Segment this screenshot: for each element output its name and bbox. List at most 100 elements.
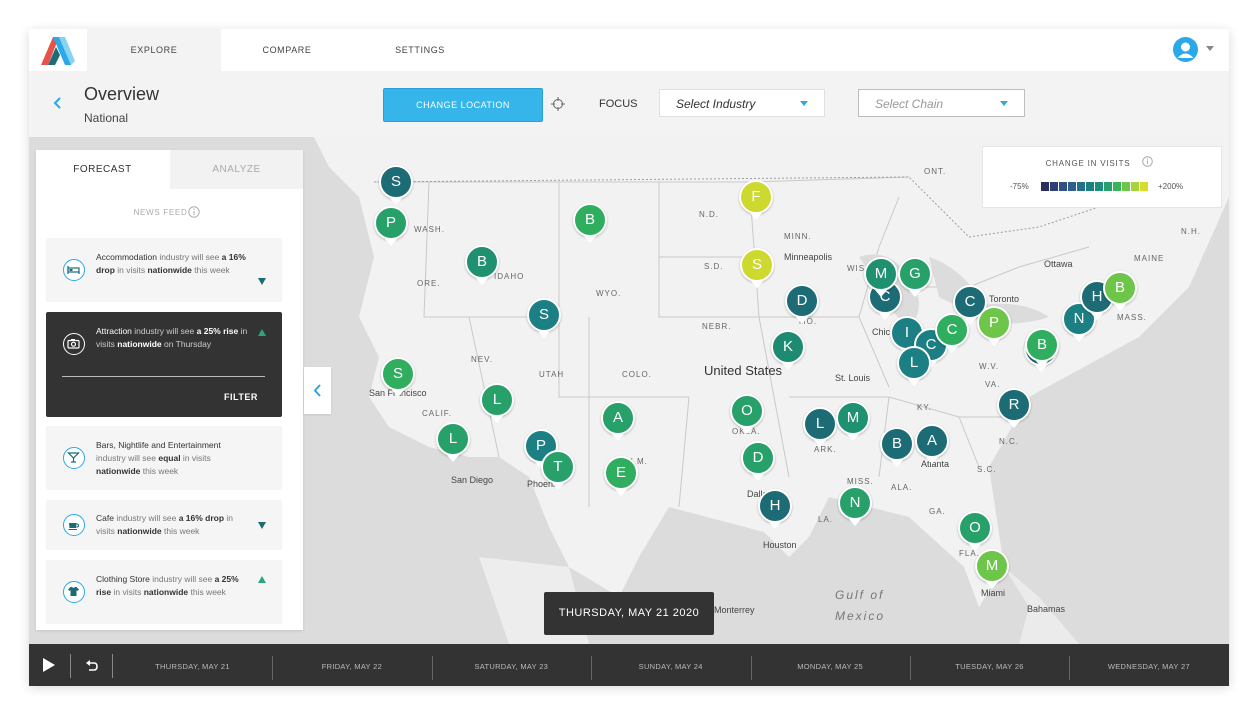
map-label-region: N.D. [699,210,719,219]
current-date-badge: THURSDAY, MAY 21 2020 [544,592,714,635]
play-icon[interactable] [43,658,55,672]
timeline-day-6[interactable]: WEDNESDAY, MAY 27 [1107,662,1190,671]
map-view[interactable]: ONT. WASH. IDAHO ORE. WYO. N.D. S.D. MIN… [29,137,1229,644]
timeline-day-4[interactable]: MONDAY, MAY 25 [797,662,863,671]
map-pin-o[interactable]: O [958,511,992,551]
legend-max: +200% [1158,182,1184,191]
timeline-day-5[interactable]: TUESDAY, MAY 26 [955,662,1024,671]
map-pin-s[interactable]: S [379,165,413,205]
select-chain-value: Select Chain [875,97,944,111]
filter-button[interactable]: FILTER [224,392,258,402]
news-card-accommodation[interactable]: Accommodation industry will see a 16% dr… [46,238,282,302]
chevron-down-icon [1000,101,1008,106]
map-pin-k[interactable]: K [771,330,805,370]
tab-analyze[interactable]: ANALYZE [170,150,303,189]
map-label-region: MASS. [1117,313,1147,322]
divider [750,656,752,680]
map-label-city: Phoenix [527,479,560,489]
map-pin-b[interactable]: B [465,245,499,285]
map-pin-p[interactable]: P [374,206,408,246]
map-label-region: MISS. [847,477,874,486]
map-pin-o[interactable]: O [730,394,764,434]
timeline-day-1[interactable]: FRIDAY, MAY 22 [321,662,383,671]
map-pin-d[interactable]: D [741,441,775,481]
info-icon[interactable] [1142,156,1153,167]
legend-swatch [1140,182,1148,191]
user-menu[interactable] [1173,37,1219,63]
map-pin-s[interactable]: S [527,298,561,338]
map-pin-l[interactable]: L [897,346,931,386]
trend-up-icon [258,329,266,336]
map-pin-b[interactable]: B [1103,271,1137,311]
map-pin-p[interactable]: P [977,306,1011,346]
map-pin-b[interactable]: B [880,427,914,467]
map-label-region: COLO. [622,370,652,379]
news-card-bars-nightlife[interactable]: Bars, Nightlife and Entertainment indust… [46,426,282,490]
map-label-water: Mexico [835,609,886,623]
map-pin-l[interactable]: L [803,407,837,447]
news-card-clothing-store[interactable]: Clothing Store industry will see a 25% r… [46,560,282,624]
info-icon[interactable] [188,206,200,218]
map-label-region: W.V. [979,362,1000,371]
map-pin-s[interactable]: S [381,357,415,397]
map-label-city: Toronto [989,294,1020,304]
collapse-panel-button[interactable] [304,367,331,414]
nav-tab-explore[interactable]: EXPLORE [87,29,221,71]
page-header: Overview National CHANGE LOCATION FOCUS … [29,71,1229,138]
map-pin-b[interactable]: B [1025,328,1059,368]
map-pin-s[interactable]: S [740,248,774,288]
map-pin-b[interactable]: B [573,203,607,243]
replay-icon[interactable] [84,658,100,674]
legend-color-scale [1041,182,1149,191]
map-label-region: NEBR. [702,322,732,331]
cocktail-icon [63,447,85,469]
map-pin-g[interactable]: G [898,257,932,297]
map-label-region: LA. [818,515,834,524]
legend-swatch [1113,182,1121,191]
tab-forecast[interactable]: FORECAST [36,150,169,189]
map-pin-f[interactable]: F [739,180,773,220]
change-location-button[interactable]: CHANGE LOCATION [383,88,543,122]
map-label-region: MINN. [784,232,812,241]
map-label-region: MAINE [1134,254,1165,263]
map-pin-r[interactable]: R [997,388,1031,428]
news-card-cafe[interactable]: Cafe industry will see a 16% drop in vis… [46,500,282,550]
back-chevron-icon[interactable] [51,96,65,110]
crosshair-icon[interactable] [551,97,565,111]
map-label-city: St. Louis [835,373,871,383]
map-pin-a[interactable]: A [915,424,949,464]
chevron-down-icon [800,101,808,106]
legend-swatch [1104,182,1112,191]
legend-swatch [1041,182,1049,191]
map-pin-m[interactable]: M [836,401,870,441]
legend-swatch [1050,182,1058,191]
nav-tab-compare[interactable]: COMPARE [262,45,312,55]
map-label-region: ARK. [814,445,837,454]
map-label-region: ONT. [924,167,947,176]
map-pin-n[interactable]: N [838,486,872,526]
map-pin-t[interactable]: T [541,450,575,490]
legend-swatch [1077,182,1085,191]
map-label-region: VA. [985,380,1001,389]
timeline-day-2[interactable]: SATURDAY, MAY 23 [474,662,549,671]
map-pin-l[interactable]: L [436,422,470,462]
news-feed-label: NEWS FEED [36,208,303,217]
map-pin-m[interactable]: M [975,549,1009,589]
map-pin-l[interactable]: L [480,383,514,423]
select-chain-dropdown[interactable]: Select Chain [858,89,1025,117]
map-label-water: Gulf of [835,588,885,602]
map-pin-h[interactable]: H [758,489,792,529]
map-pin-m[interactable]: M [864,257,898,297]
map-pin-c[interactable]: C [953,285,987,325]
shirt-icon [63,581,85,603]
map-pin-a[interactable]: A [601,401,635,441]
map-label-region: WIS. [847,264,869,273]
map-pin-e[interactable]: E [604,456,638,496]
map-label-city: Minneapolis [784,252,833,262]
nav-tab-settings[interactable]: SETTINGS [395,45,445,55]
select-industry-dropdown[interactable]: Select Industry [659,89,825,117]
timeline-day-0[interactable]: THURSDAY, MAY 21 [155,662,230,671]
timeline-day-3[interactable]: SUNDAY, MAY 24 [638,662,703,671]
news-card-attraction[interactable]: Attraction industry will see a 25% rise … [46,312,282,417]
map-pin-d[interactable]: D [785,284,819,324]
